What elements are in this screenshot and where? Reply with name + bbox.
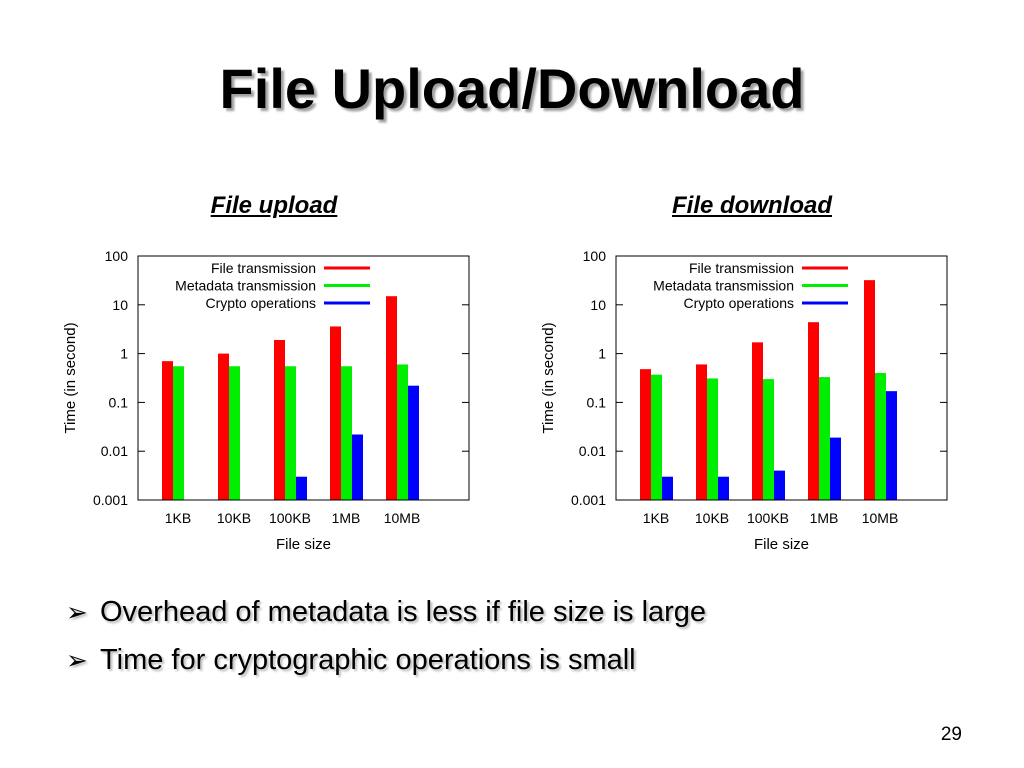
legend-label: Crypto operations <box>205 295 316 311</box>
upload-chart-heading: File upload <box>210 192 338 219</box>
bar-file-transmission <box>752 342 763 500</box>
legend-label: Metadata transmission <box>175 278 316 294</box>
x-tick-label: 10MB <box>384 510 421 526</box>
upload-chart-panel: 100 10 1 0.1 0.01 0.001 1KB 10KB 100KB 1MB 10MB Fil… <box>54 192 494 562</box>
plot-frame <box>137 255 470 501</box>
bar-crypto-operations <box>296 476 307 500</box>
bullet-list: ➢ Overhead of metadata is less if file s… <box>66 588 706 684</box>
bar-metadata-transmission <box>819 377 830 500</box>
page-number: 29 <box>940 724 962 745</box>
bar-metadata-transmission <box>397 364 408 500</box>
bar-file-transmission <box>162 361 173 500</box>
legend-label: Crypto operations <box>683 295 794 311</box>
bullet-item: ➢ Overhead of metadata is less if file s… <box>66 588 706 636</box>
bar-metadata-transmission <box>875 373 886 500</box>
bar-metadata-transmission <box>651 374 662 500</box>
legend-label: File transmission <box>211 260 316 276</box>
bar-metadata-transmission <box>763 379 774 500</box>
y-tick-label: 1 <box>120 346 128 362</box>
x-axis-label: File size <box>276 536 331 553</box>
x-tick-label: 10KB <box>217 510 251 526</box>
x-tick-label: 10KB <box>695 510 729 526</box>
bar-file-transmission <box>218 353 229 500</box>
y-tick-label: 1 <box>598 346 606 362</box>
bar-metadata-transmission <box>229 366 240 500</box>
y-axis-label: Time (in second) <box>540 322 557 433</box>
y-tick-label: 0.1 <box>587 394 607 410</box>
y-tick-label: 0.1 <box>109 394 129 410</box>
arrowhead-bullet-icon: ➢ <box>66 597 88 627</box>
bar-crypto-operations <box>774 470 785 500</box>
bar-crypto-operations <box>662 476 673 500</box>
y-tick-label: 10 <box>590 297 606 313</box>
x-tick-label: 1MB <box>810 510 839 526</box>
bullet-text: Time for cryptographic operations is sma… <box>100 644 636 676</box>
slide-title: File Upload/Download <box>219 57 805 120</box>
bar-file-transmission <box>808 322 819 500</box>
bar-crypto-operations <box>408 385 419 500</box>
bullet-text: Overhead of metadata is less if file siz… <box>100 596 707 628</box>
y-tick-label: 0.001 <box>571 492 606 508</box>
download-chart-heading: File download <box>672 192 832 219</box>
bar-file-transmission <box>640 369 651 500</box>
bar-crypto-operations <box>718 476 729 500</box>
x-tick-label: 10MB <box>862 510 899 526</box>
legend-label: File transmission <box>689 260 794 276</box>
bar-crypto-operations <box>352 434 363 500</box>
bar-metadata-transmission <box>285 366 296 500</box>
bar-file-transmission <box>386 296 397 500</box>
bar-file-transmission <box>864 280 875 500</box>
y-tick-label: 0.001 <box>93 492 128 508</box>
upload-chart: 100 10 1 0.1 0.01 0.001 1KB 10KB 100KB 1MB 10MB Fil… <box>62 248 470 553</box>
y-tick-label: 0.01 <box>101 443 128 459</box>
bar-file-transmission <box>274 339 285 500</box>
plot-frame <box>615 255 948 501</box>
x-tick-label: 1KB <box>165 510 191 526</box>
x-tick-label: 100KB <box>269 510 311 526</box>
arrowhead-bullet-icon: ➢ <box>66 645 88 675</box>
bar-file-transmission <box>330 326 341 500</box>
download-chart: 100 10 1 0.1 0.01 0.001 1KB 10KB 100KB 1MB 10MB Fil… <box>540 248 948 553</box>
bar-metadata-transmission <box>341 366 352 500</box>
x-tick-label: 1KB <box>643 510 669 526</box>
y-tick-label: 10 <box>112 297 128 313</box>
legend-label: Metadata transmission <box>653 278 794 294</box>
bar-crypto-operations <box>886 391 897 500</box>
x-tick-label: 1MB <box>332 510 361 526</box>
bar-crypto-operations <box>830 437 841 500</box>
y-axis-label: Time (in second) <box>62 322 79 433</box>
bar-file-transmission <box>696 364 707 500</box>
x-axis-label: File size <box>754 536 809 553</box>
bullet-item: ➢ Time for cryptographic operations is s… <box>66 636 706 684</box>
y-tick-label: 100 <box>105 248 129 264</box>
y-tick-label: 0.01 <box>579 443 606 459</box>
download-chart-panel: 100 10 1 0.1 0.01 0.001 1KB 10KB 100KB 1MB 10MB Fil… <box>532 192 972 562</box>
y-tick-label: 100 <box>583 248 607 264</box>
bar-metadata-transmission <box>173 366 184 500</box>
bar-metadata-transmission <box>707 378 718 500</box>
x-tick-label: 100KB <box>747 510 789 526</box>
